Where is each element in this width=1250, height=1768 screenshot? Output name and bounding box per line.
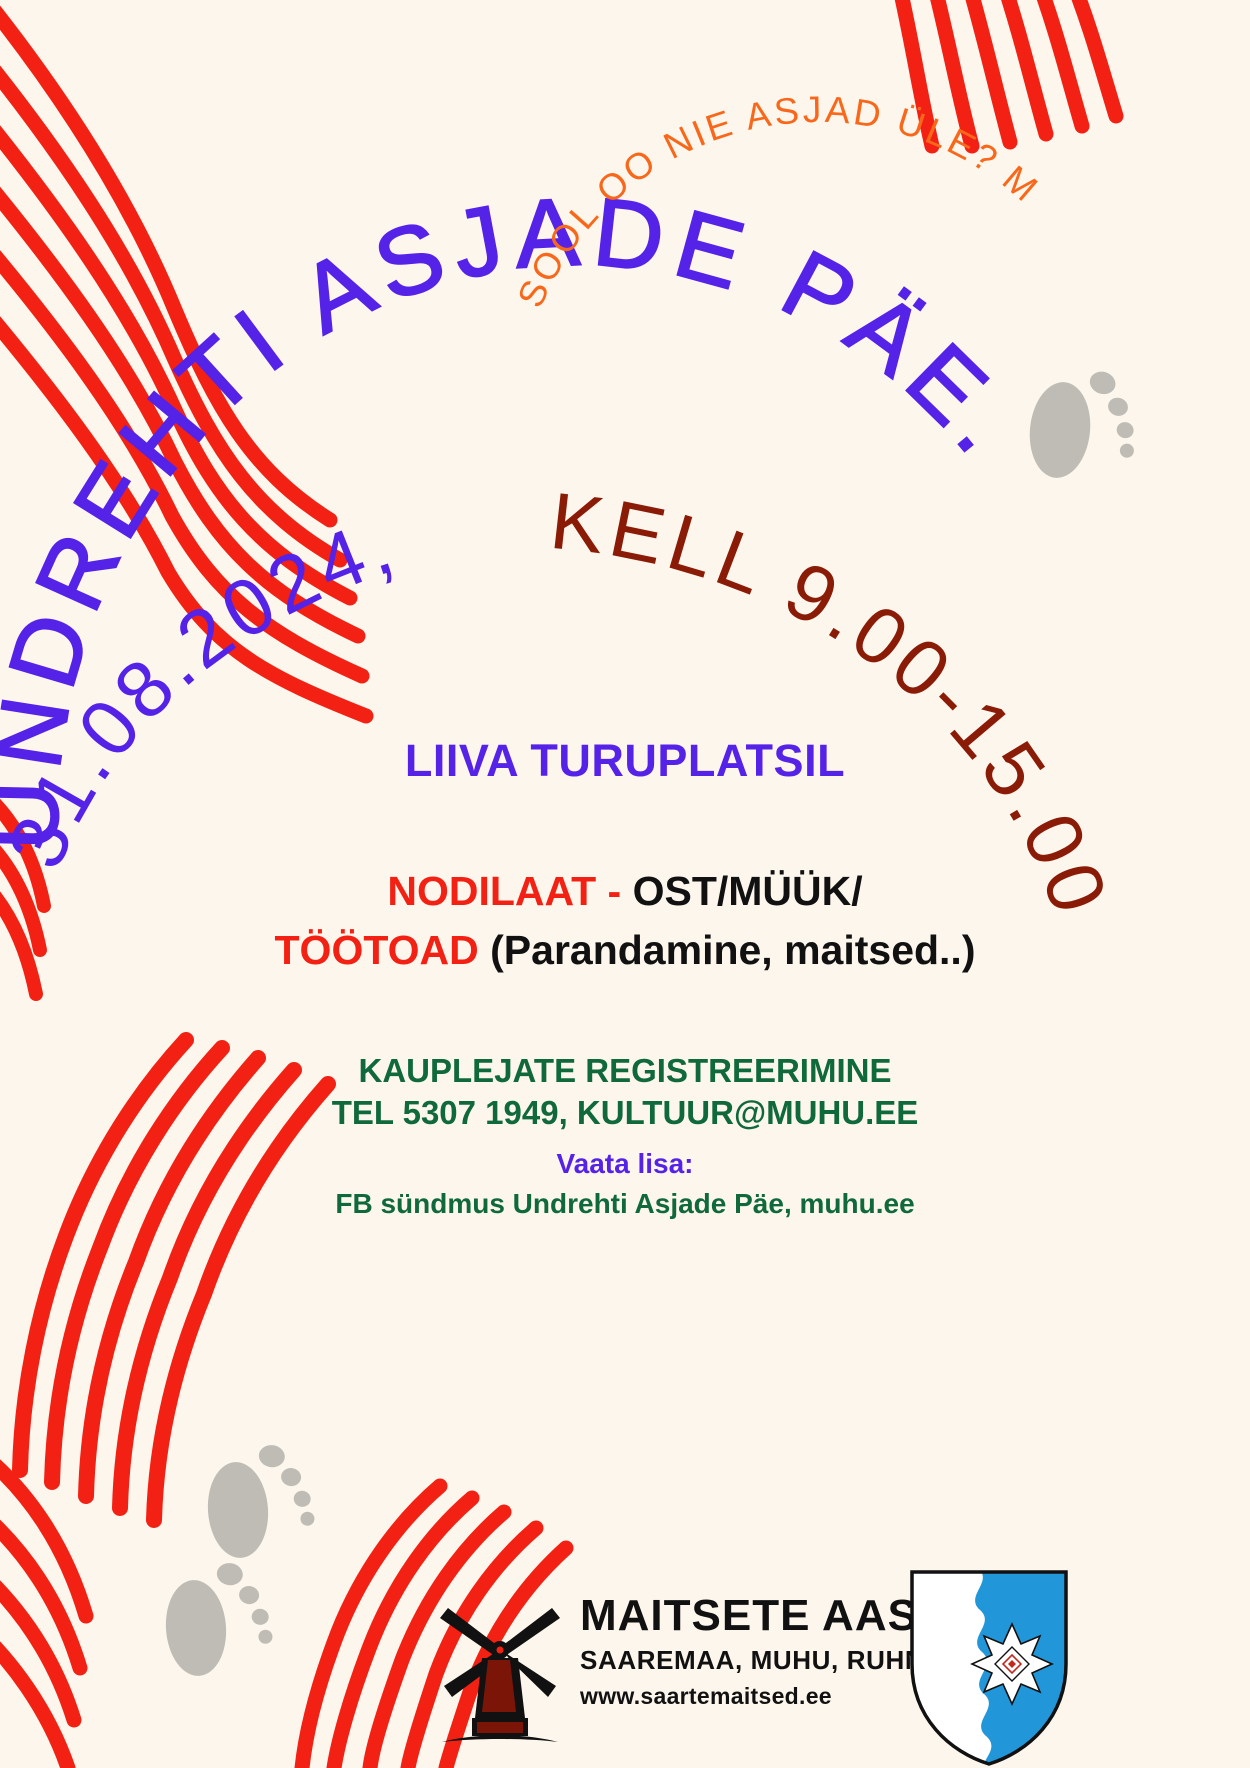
registration-block: KAUPLEJATE REGISTREERIMINE TEL 5307 1949… bbox=[0, 1050, 1250, 1222]
poster-quote: SOOL OO NIE ASJAD ÜLE? MOOL LÄHEB JU TAR… bbox=[0, 0, 1047, 313]
registration-line-2: TEL 5307 1949, KULTUUR@MUHU.EE bbox=[331, 1094, 919, 1132]
poster-date-blue: 31.08.2024, bbox=[0, 499, 407, 880]
registration-line-1: KAUPLEJATE REGISTREERIMINE bbox=[358, 1052, 892, 1089]
maitsete-title: MAITSETE AASTA bbox=[580, 1591, 976, 1640]
offer-line-1-highlight: NODILAAT - bbox=[387, 868, 633, 914]
footprint-right-upper bbox=[1006, 352, 1155, 505]
offer-block: NODILAAT - OST/MÜÜK/ TÖÖTOAD (Parandamin… bbox=[0, 862, 1250, 981]
footprint-bottom-left-a bbox=[191, 1436, 324, 1574]
muhu-coat-of-arms-icon bbox=[910, 1570, 1068, 1766]
maitsete-aasta-logo: MAITSETE AASTA SAAREMAA, MUHU, RUHNU www… bbox=[430, 1594, 974, 1760]
footprint-bottom-left-b bbox=[149, 1554, 282, 1692]
poster-time-dark: KELL 9.00-15.00 bbox=[546, 476, 1126, 928]
ribbon-top-left bbox=[0, 5, 374, 724]
offer-line-1-rest: OST/MÜÜK/ bbox=[632, 868, 863, 914]
offer-line-2: TÖÖTOAD (Parandamine, maitsed..) bbox=[0, 921, 1250, 980]
offer-line-2-rest: (Parandamine, maitsed..) bbox=[490, 927, 976, 974]
windmill-icon bbox=[440, 1608, 560, 1742]
venue-line: LIIVA TURUPLATSIL bbox=[404, 735, 846, 786]
see-more-label: Vaata lisa: bbox=[556, 1148, 694, 1180]
offer-line-2-highlight: TÖÖTOAD bbox=[274, 927, 491, 974]
maitsete-text-block: MAITSETE AASTA SAAREMAA, MUHU, RUHNU www… bbox=[580, 1594, 975, 1710]
maitsete-url: www.saartemaitsed.ee bbox=[580, 1683, 832, 1709]
ribbon-top-right bbox=[894, 0, 1124, 154]
maitsete-subtitle: SAAREMAA, MUHU, RUHNU bbox=[580, 1645, 944, 1675]
see-more-value: FB sündmus Undrehti Asjade Päe, muhu.ee bbox=[335, 1188, 915, 1220]
ribbon-bottom-left bbox=[0, 1459, 94, 1768]
offer-line-1: NODILAAT - OST/MÜÜK/ bbox=[0, 862, 1250, 921]
